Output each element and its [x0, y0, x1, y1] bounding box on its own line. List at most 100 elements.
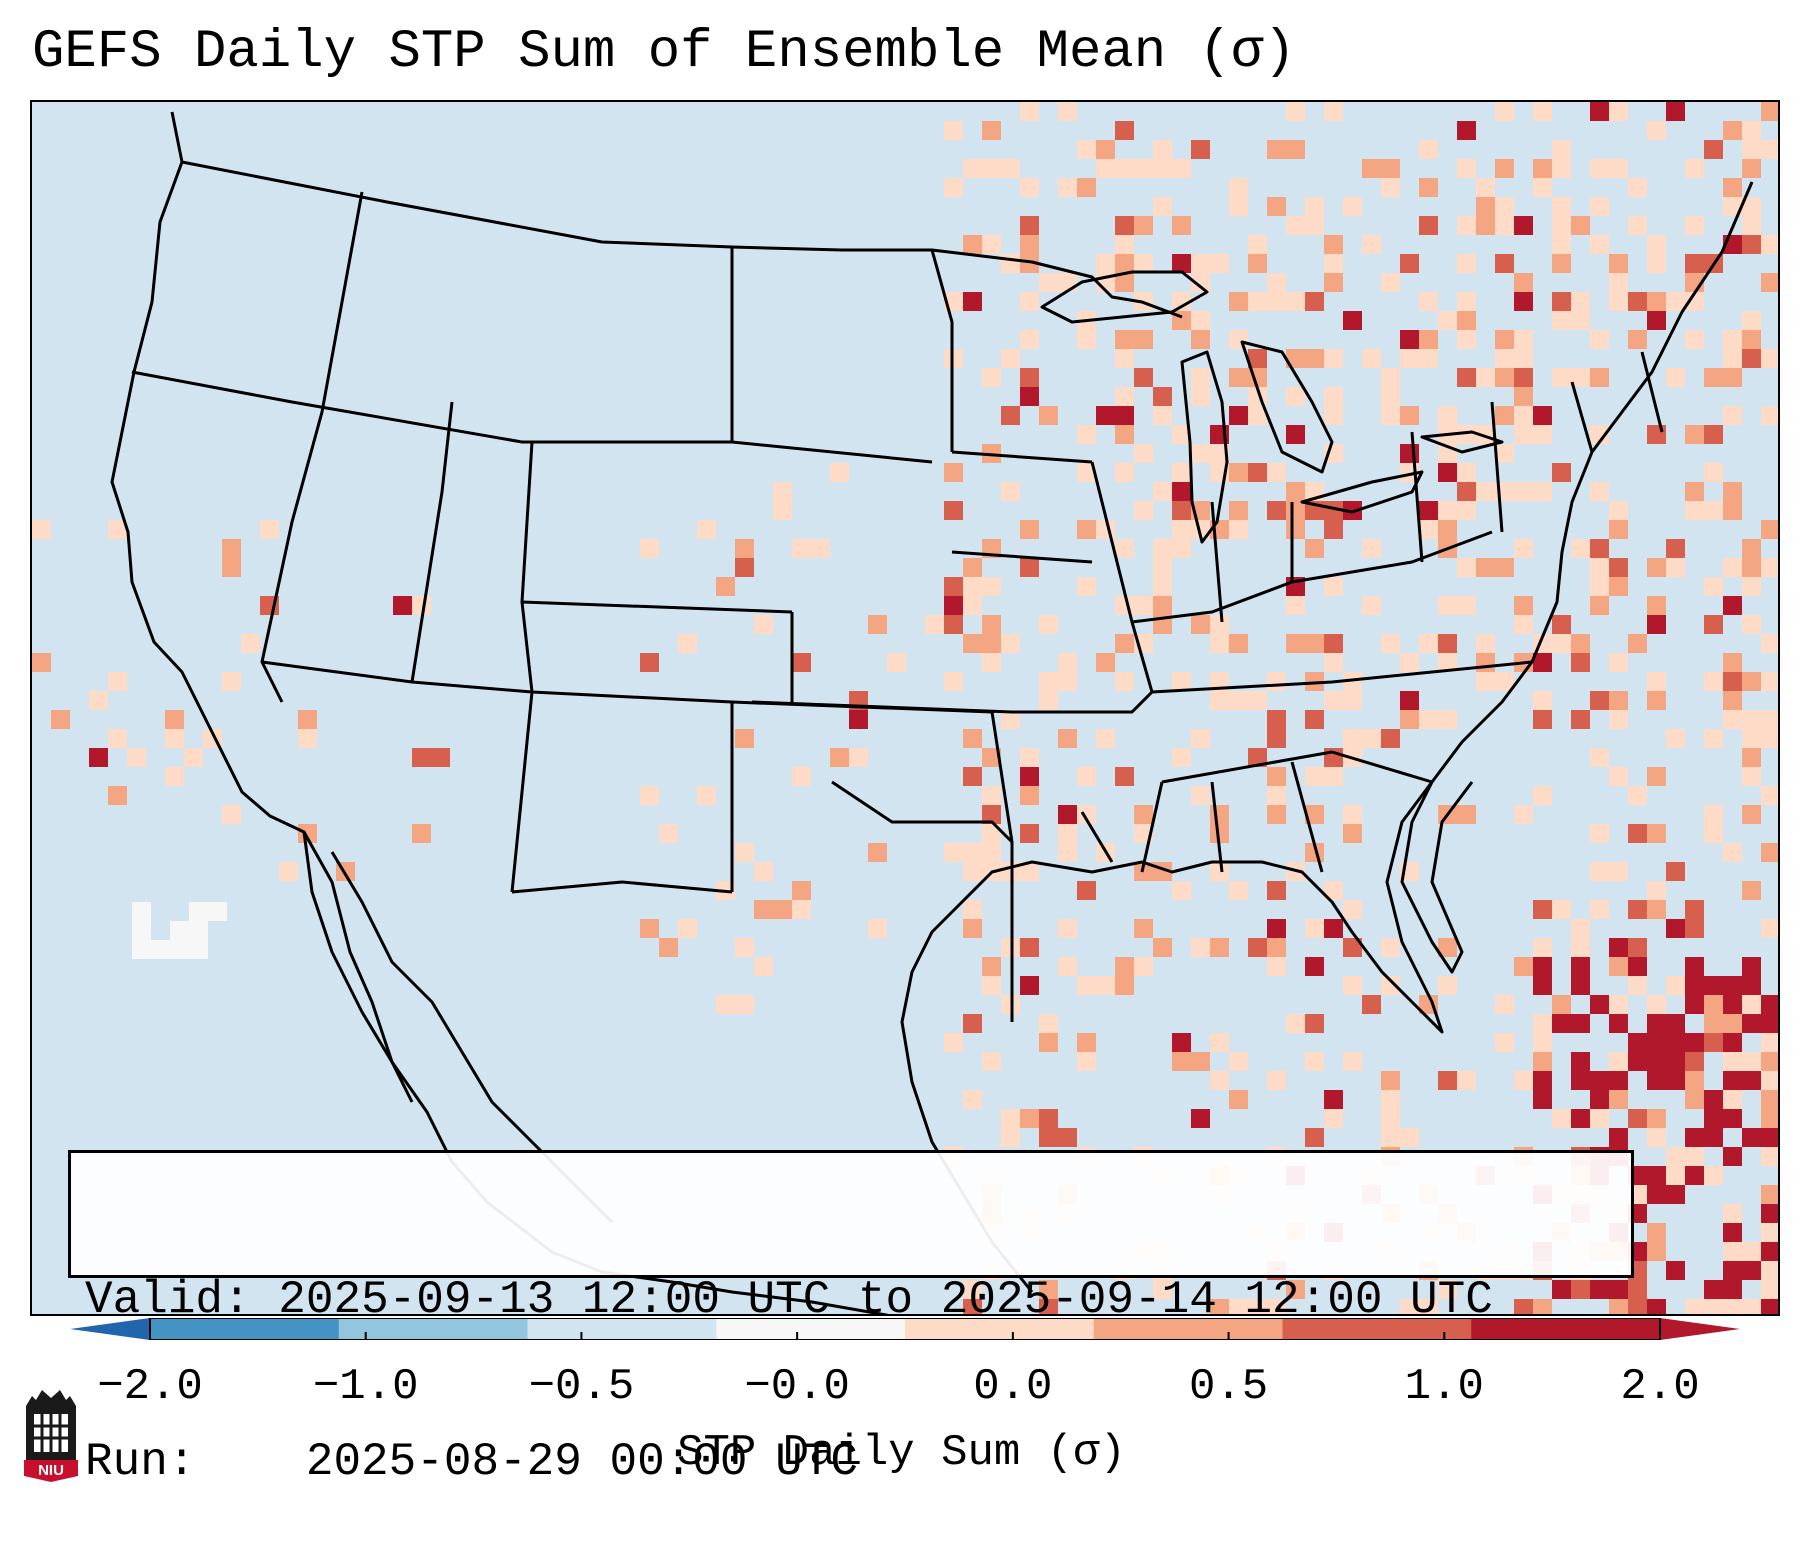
stp-cell: [1305, 292, 1324, 311]
stp-cell: [1495, 254, 1514, 273]
stp-cell: [1495, 349, 1514, 368]
stp-cell: [1742, 539, 1761, 558]
stp-cell: [1609, 501, 1628, 520]
stp-cell: [165, 767, 184, 786]
stp-cell: [165, 710, 184, 729]
stp-cell: [1704, 140, 1723, 159]
stp-cell: [1647, 1071, 1666, 1090]
stp-cell: [792, 881, 811, 900]
stp-cell: [1077, 577, 1096, 596]
stp-cell: [963, 1014, 982, 1033]
stp-cell: [1153, 197, 1172, 216]
stp-cell: [1761, 558, 1778, 577]
stp-cell: [963, 1090, 982, 1109]
stp-cell: [222, 805, 241, 824]
stp-cell: [1305, 957, 1324, 976]
stp-cell: [1628, 216, 1647, 235]
stp-cell: [1704, 368, 1723, 387]
stp-cell: [1647, 881, 1666, 900]
stp-cell: [1210, 862, 1229, 881]
stp-cell: [1457, 311, 1476, 330]
stp-cell: [1533, 102, 1552, 121]
stp-cell: [1533, 691, 1552, 710]
stp-cell: [1058, 729, 1077, 748]
stp-cell: [1267, 767, 1286, 786]
stp-cell: [1685, 1128, 1704, 1147]
stp-cell: [1096, 406, 1115, 425]
stp-cell: [1343, 197, 1362, 216]
stp-cell: [1229, 406, 1248, 425]
stp-cell: [1647, 672, 1666, 691]
stp-cell: [1609, 938, 1628, 957]
stp-cell: [1267, 672, 1286, 691]
stp-cell: [944, 615, 963, 634]
stp-cell: [1533, 1014, 1552, 1033]
stp-cell: [963, 577, 982, 596]
stp-cell: [1324, 919, 1343, 938]
stp-cell: [1476, 368, 1495, 387]
stp-cell: [1153, 938, 1172, 957]
stp-cell: [1552, 254, 1571, 273]
stp-cell: [1362, 995, 1381, 1014]
stp-cell: [1685, 1033, 1704, 1052]
stp-cell: [1267, 919, 1286, 938]
stp-cell: [1001, 254, 1020, 273]
stp-cell: [735, 843, 754, 862]
stp-cell: [1647, 1052, 1666, 1071]
stp-cell: [944, 596, 963, 615]
stp-cell: [1723, 558, 1742, 577]
stp-cell: [1115, 254, 1134, 273]
stp-cell: [222, 558, 241, 577]
stp-cell: [1761, 672, 1778, 691]
stp-cell: [1704, 1280, 1723, 1299]
stp-cell: [1191, 140, 1210, 159]
stp-cell: [1362, 159, 1381, 178]
stp-cell: [1134, 368, 1153, 387]
stp-cell: [1172, 1052, 1191, 1071]
stp-cell: [1286, 425, 1305, 444]
stp-cell: [1419, 1299, 1438, 1314]
stp-cell: [1020, 824, 1039, 843]
stp-cell: [1381, 729, 1400, 748]
stp-cell: [1552, 140, 1571, 159]
stp-cell: [1286, 501, 1305, 520]
stp-cell: [1001, 710, 1020, 729]
stp-cell: [1248, 406, 1267, 425]
stp-cell: [1324, 767, 1343, 786]
stp-cell: [1305, 1128, 1324, 1147]
stp-cell: [1761, 349, 1778, 368]
stp-cell: [1533, 178, 1552, 197]
stp-cell: [1001, 349, 1020, 368]
stp-cell: [735, 729, 754, 748]
stp-cell: [1533, 1033, 1552, 1052]
stp-cell: [1533, 957, 1552, 976]
stp-cell: [1400, 691, 1419, 710]
stp-cell: [1039, 1280, 1058, 1299]
stp-cell: [1457, 159, 1476, 178]
stp-cell: [1096, 159, 1115, 178]
stp-cell: [1514, 368, 1533, 387]
stp-cell: [393, 596, 412, 615]
stp-cell: [1495, 197, 1514, 216]
stp-cell: [1077, 976, 1096, 995]
stp-cell: [1647, 1166, 1666, 1185]
stp-cell: [1533, 976, 1552, 995]
stp-cell: [1153, 159, 1172, 178]
stp-cell: [1438, 653, 1457, 672]
stp-cell: [1704, 1166, 1723, 1185]
stp-cell: [1020, 102, 1039, 121]
stp-cell: [1609, 862, 1628, 881]
stp-cell: [1172, 881, 1191, 900]
stp-cell: [1685, 425, 1704, 444]
stp-cell: [1210, 615, 1229, 634]
stp-cell: [1305, 197, 1324, 216]
stp-cell: [1666, 1261, 1685, 1280]
stp-cell: [1229, 463, 1248, 482]
stp-cell: [1381, 1128, 1400, 1147]
stp-cell: [1115, 596, 1134, 615]
stp-cell: [1742, 159, 1761, 178]
stp-cell: [1590, 425, 1609, 444]
stp-cell: [1457, 254, 1476, 273]
stp-cell: [1153, 406, 1172, 425]
stp-cell: [1267, 273, 1286, 292]
